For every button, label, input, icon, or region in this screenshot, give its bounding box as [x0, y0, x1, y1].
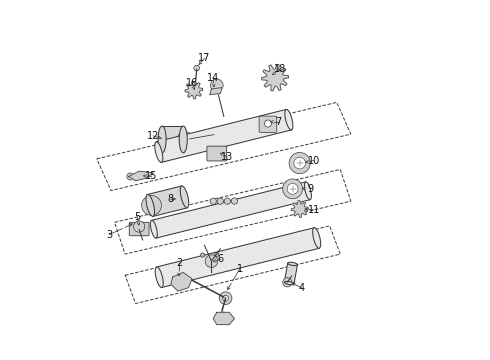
Circle shape: [217, 312, 229, 325]
Text: 10: 10: [308, 156, 320, 166]
Circle shape: [223, 295, 228, 301]
Ellipse shape: [304, 182, 311, 200]
Text: 17: 17: [198, 53, 211, 63]
Ellipse shape: [284, 282, 294, 285]
Polygon shape: [151, 182, 310, 238]
Ellipse shape: [155, 142, 163, 162]
Polygon shape: [156, 109, 292, 162]
Polygon shape: [128, 171, 153, 181]
Circle shape: [142, 195, 161, 215]
Polygon shape: [210, 87, 222, 95]
Text: 9: 9: [307, 184, 313, 194]
Circle shape: [181, 136, 189, 143]
Circle shape: [205, 255, 218, 267]
Ellipse shape: [155, 267, 163, 288]
Text: 2: 2: [176, 258, 183, 268]
Circle shape: [219, 292, 232, 305]
Text: 11: 11: [308, 205, 320, 215]
Text: 1: 1: [237, 264, 243, 274]
Circle shape: [210, 198, 217, 204]
Circle shape: [283, 179, 302, 199]
Polygon shape: [291, 201, 308, 217]
Ellipse shape: [285, 109, 293, 130]
Text: 5: 5: [134, 212, 141, 222]
Circle shape: [210, 79, 223, 92]
Circle shape: [194, 66, 199, 71]
Polygon shape: [147, 186, 187, 216]
Circle shape: [231, 198, 238, 204]
Polygon shape: [213, 312, 234, 325]
Circle shape: [297, 207, 302, 211]
Polygon shape: [162, 126, 183, 153]
Circle shape: [283, 278, 292, 287]
Ellipse shape: [313, 228, 320, 248]
Polygon shape: [157, 228, 319, 288]
Ellipse shape: [180, 186, 189, 208]
Text: 6: 6: [217, 255, 223, 264]
Polygon shape: [284, 263, 297, 284]
Circle shape: [217, 198, 223, 204]
Polygon shape: [185, 81, 203, 99]
Circle shape: [294, 157, 305, 169]
Circle shape: [191, 87, 196, 93]
Text: 7: 7: [275, 117, 282, 127]
Text: 15: 15: [146, 171, 158, 181]
Text: 13: 13: [221, 152, 233, 162]
Circle shape: [271, 74, 279, 81]
FancyBboxPatch shape: [129, 222, 149, 236]
FancyBboxPatch shape: [207, 146, 227, 161]
Circle shape: [177, 132, 193, 147]
Ellipse shape: [179, 126, 187, 153]
Text: 3: 3: [106, 230, 112, 240]
Circle shape: [200, 253, 205, 257]
Circle shape: [215, 252, 219, 257]
Text: 12: 12: [147, 131, 159, 141]
Ellipse shape: [150, 220, 157, 238]
Circle shape: [224, 198, 230, 204]
Circle shape: [265, 120, 271, 127]
Ellipse shape: [146, 194, 154, 216]
Circle shape: [127, 173, 134, 180]
Polygon shape: [171, 273, 192, 291]
Circle shape: [289, 153, 310, 174]
Circle shape: [287, 183, 298, 194]
Polygon shape: [262, 64, 289, 91]
Circle shape: [176, 277, 186, 287]
Text: 14: 14: [207, 73, 220, 83]
Ellipse shape: [158, 126, 166, 153]
Text: 18: 18: [274, 64, 286, 74]
FancyBboxPatch shape: [259, 116, 277, 132]
Ellipse shape: [288, 262, 297, 266]
Text: 16: 16: [186, 78, 198, 88]
Circle shape: [133, 221, 145, 232]
Text: 4: 4: [298, 283, 304, 293]
Text: 8: 8: [168, 194, 174, 204]
